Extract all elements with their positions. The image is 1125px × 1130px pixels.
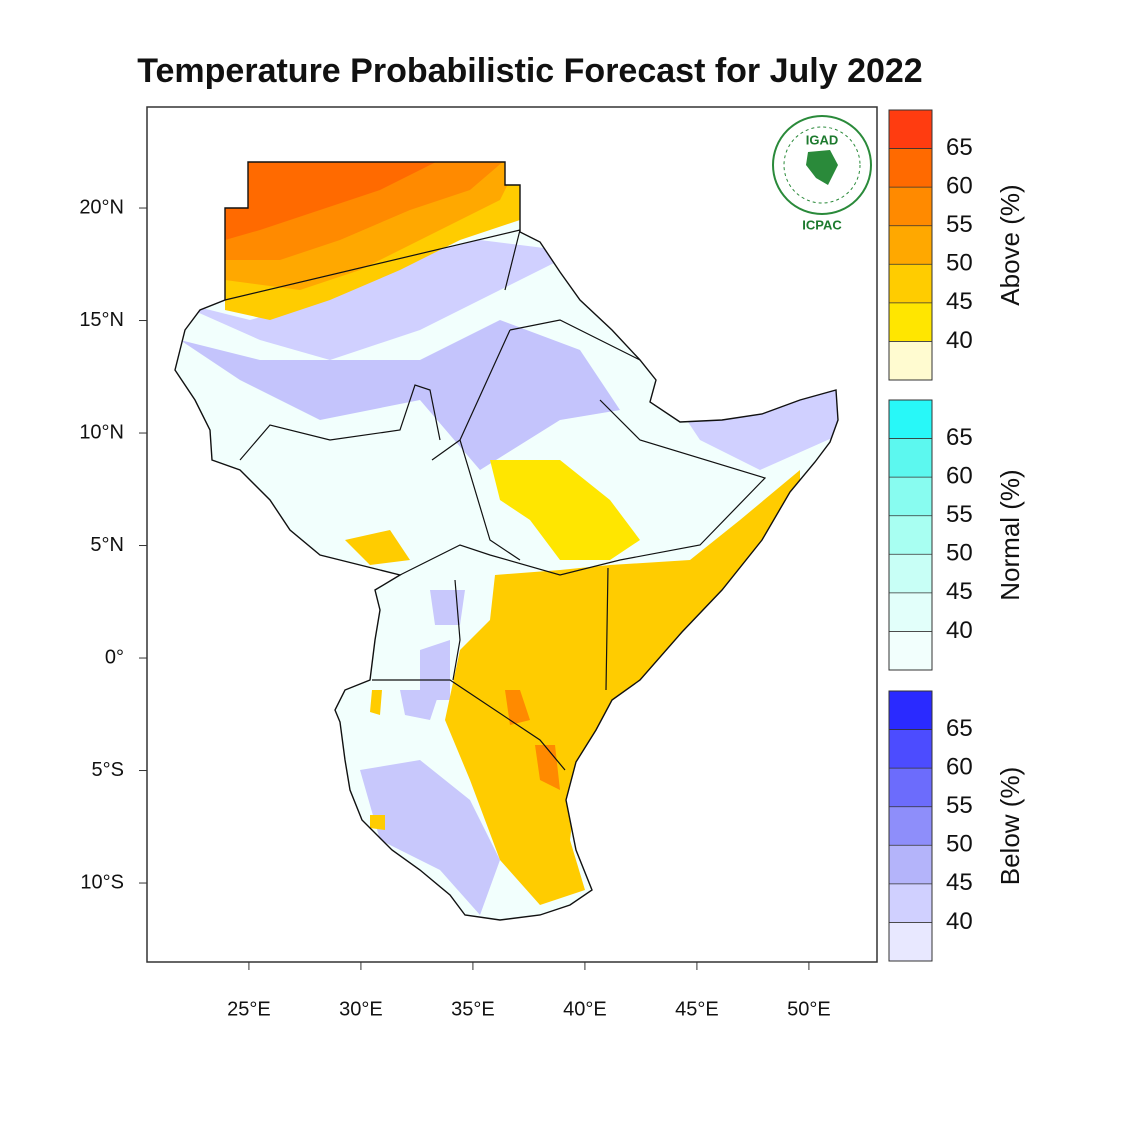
legend-tick-label: 55: [946, 501, 973, 528]
axes: 25°E 30°E 35°E 40°E 45°E 50°E 20°N 15°N 10°N 5°N 0…: [79, 196, 830, 1020]
x-tick-label: 30°E: [339, 998, 383, 1020]
x-tick-label: 45°E: [675, 998, 719, 1020]
color-bin: [889, 729, 932, 769]
color-bin: [889, 631, 932, 670]
legend-tick-label: 45: [946, 578, 973, 605]
y-tick-label: 0°: [105, 646, 124, 668]
color-bin: [889, 438, 932, 478]
color-bin: [889, 883, 932, 923]
above-area: [505, 690, 560, 790]
legend-tick-label: 55: [946, 211, 973, 238]
country-borders: [224, 229, 767, 771]
legend-tick-label: 65: [946, 424, 973, 451]
y-tick-label: 10°S: [80, 871, 124, 893]
logo: IGAD ICPAC: [772, 115, 872, 232]
x-tick-label: 40°E: [563, 998, 607, 1020]
legend-tick-label: 65: [946, 715, 973, 742]
legend-frame: [888, 399, 933, 671]
legend-tick-label: 60: [946, 172, 973, 199]
map-title: Temperature Probabilistic Forecast for J…: [137, 52, 922, 90]
logo-wreath: [783, 126, 861, 204]
below-area: [175, 240, 838, 470]
legend-tick-label: 40: [946, 908, 973, 935]
y-tick-label: 10°N: [79, 421, 124, 443]
legend-tick-label: 60: [946, 753, 973, 780]
color-bin: [889, 768, 932, 807]
legend-tick-label: 60: [946, 462, 973, 489]
color-bin: [889, 554, 932, 593]
y-tick-label: 20°N: [79, 196, 124, 218]
color-bin: [889, 110, 932, 149]
x-tick-label: 35°E: [451, 998, 495, 1020]
below-area: [180, 320, 620, 470]
color-bin: [889, 302, 932, 342]
x-tick-label: 25°E: [227, 998, 271, 1020]
legend-tick-label: 50: [946, 540, 973, 567]
legend-tick-label: 65: [946, 134, 973, 161]
below-area: [400, 590, 465, 720]
legend-tick-label: 50: [946, 250, 973, 277]
legend-tick-label: 50: [946, 831, 973, 858]
legend-title: Below (%): [995, 767, 1025, 885]
legends: 40 45 50 55 60 65 Above (%) 40 45 50 55 60 65 Normal …: [888, 109, 1025, 962]
color-bin: [889, 477, 932, 516]
color-bin: [889, 845, 932, 884]
color-bin: [889, 264, 932, 303]
above-area: [490, 460, 640, 560]
legend-tick-label: 45: [946, 869, 973, 896]
color-bin: [889, 400, 932, 439]
color-bin: [889, 225, 932, 265]
logo-name: IGAD: [806, 132, 839, 147]
color-bin: [889, 592, 932, 632]
below-area: [360, 760, 500, 915]
legend-frame: [888, 109, 933, 381]
color-bin: [889, 341, 932, 380]
color-bin: [889, 691, 932, 730]
logo-map: [806, 150, 838, 185]
legend-tick-label: 40: [946, 617, 973, 644]
y-tick-label: 5°N: [90, 534, 124, 556]
color-bin: [889, 187, 932, 226]
legend-tick-label: 55: [946, 792, 973, 819]
legend-title: Normal (%): [995, 469, 1025, 600]
y-tick-label: 15°N: [79, 309, 124, 331]
legend-frame: [888, 690, 933, 962]
color-bin: [889, 806, 932, 846]
color-bin: [889, 515, 932, 555]
y-tick-label: 5°S: [92, 759, 124, 781]
legend-title: Above (%): [995, 184, 1025, 305]
above-area: [225, 162, 440, 240]
above-area: [445, 470, 800, 905]
x-tick-label: 50°E: [787, 998, 831, 1020]
color-bin: [889, 148, 932, 188]
above-area: [345, 530, 410, 830]
logo-org: ICPAC: [802, 217, 842, 232]
color-bin: [889, 922, 932, 961]
legend-tick-label: 40: [946, 327, 973, 354]
legend-tick-label: 45: [946, 288, 973, 315]
